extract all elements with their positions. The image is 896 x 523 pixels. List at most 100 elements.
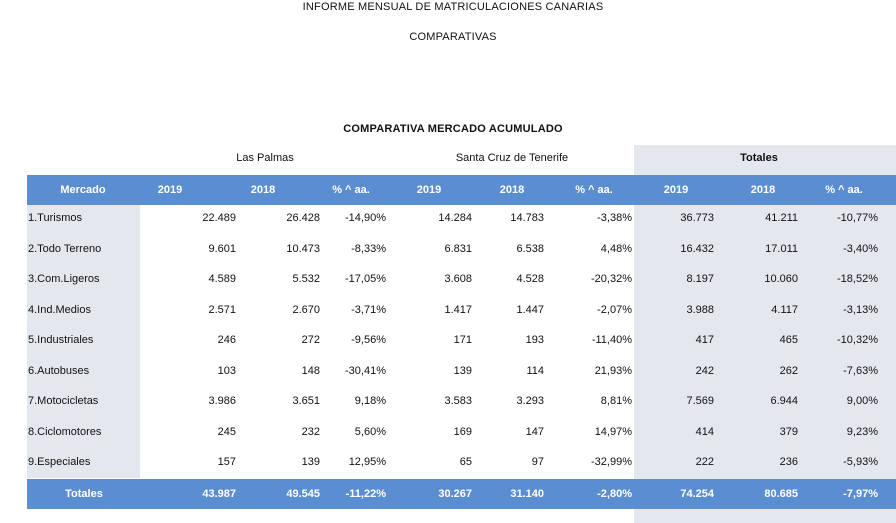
table-cell: 379 — [779, 425, 798, 438]
table-cell: 171 — [453, 334, 472, 346]
table-cell: 9.601 — [208, 242, 236, 255]
table-cell: 17.011 — [765, 242, 798, 255]
table-cell: 9,18% — [354, 395, 386, 407]
table-cell: -3,38% — [597, 212, 632, 224]
totals-cell: -7,97% — [843, 488, 878, 500]
table-cell: 5.532 — [292, 273, 320, 285]
table-cell: 246 — [217, 334, 236, 346]
market-name: 2.Todo Terreno — [28, 242, 102, 255]
table-cell: -3,40% — [843, 242, 878, 255]
table-cell: -3,13% — [843, 303, 878, 316]
table-cell: 139 — [453, 364, 472, 377]
column-header: 2018 — [499, 184, 525, 196]
table-cell: 245 — [217, 425, 236, 438]
group-santa-cruz: Santa Cruz de Tenerife — [455, 152, 569, 164]
table-cell: 10.473 — [286, 242, 320, 255]
report-subtitle: COMPARATIVAS — [409, 31, 497, 43]
table-cell: 236 — [779, 456, 798, 468]
row-background — [140, 327, 634, 356]
table-cell: 465 — [779, 334, 798, 346]
table-cell: 6.944 — [770, 395, 798, 407]
table-cell: 4,48% — [600, 242, 632, 255]
totals-cell: 43.987 — [202, 488, 236, 500]
table-cell: 3.988 — [686, 303, 714, 316]
table-cell: 1.417 — [444, 303, 472, 316]
table-cell: -11,40% — [591, 334, 632, 346]
table-cell: -30,41% — [345, 364, 386, 377]
table-cell: 193 — [525, 334, 544, 346]
header-band — [27, 175, 896, 205]
totals-cell: 30.267 — [438, 488, 472, 500]
column-header: % ^ aa. — [825, 184, 863, 196]
group-las-palmas: Las Palmas — [236, 152, 294, 164]
totals-band — [27, 479, 896, 509]
table-cell: 9,23% — [846, 425, 878, 438]
table-cell: 36.773 — [680, 212, 714, 224]
market-name: 9.Especiales — [28, 456, 91, 468]
report-title: INFORME MENSUAL DE MATRICULACIONES CANAR… — [302, 1, 604, 13]
market-name: 5.Industriales — [28, 334, 94, 346]
table-cell: 147 — [525, 425, 544, 438]
market-name: 3.Com.Ligeros — [28, 273, 100, 285]
column-header: % ^ aa. — [575, 184, 613, 196]
row-background — [140, 449, 634, 478]
market-name: 8.Ciclomotores — [28, 425, 102, 438]
table-cell: -14,90% — [345, 212, 386, 224]
column-header: 2019 — [416, 184, 442, 196]
table-cell: 2.571 — [208, 303, 236, 316]
table-cell: 14.284 — [438, 212, 472, 224]
table-cell: 14.783 — [510, 212, 544, 224]
table-cell: 4.589 — [208, 273, 236, 285]
column-header: Mercado — [60, 184, 106, 196]
table-cell: 9,00% — [846, 395, 878, 407]
table-cell: 1.447 — [516, 303, 544, 316]
totals-cell: -2,80% — [597, 488, 632, 500]
table-cell: 5,60% — [354, 425, 386, 438]
table-cell: 232 — [301, 425, 320, 438]
table-cell: 3.293 — [516, 395, 544, 407]
table-cell: 6.831 — [444, 242, 472, 255]
table-cell: 22.489 — [202, 212, 236, 224]
table-cell: -20,32% — [591, 273, 632, 285]
column-header: 2018 — [250, 184, 276, 196]
row-background — [140, 418, 634, 448]
market-name: 4.Ind.Medios — [28, 303, 91, 316]
table-cell: -10,32% — [837, 334, 878, 346]
totals-cell: -11,22% — [345, 488, 386, 500]
table-cell: -17,05% — [345, 273, 386, 285]
market-name: 7.Motocicletas — [28, 395, 99, 407]
table-cell: 242 — [695, 364, 714, 377]
row-background — [140, 266, 634, 295]
market-name: 1.Turismos — [28, 212, 82, 224]
table-cell: -10,77% — [837, 212, 878, 224]
totals-column-shade — [634, 145, 896, 523]
row-background — [140, 296, 634, 326]
table-cell: 139 — [301, 456, 320, 468]
totals-cell: 74.254 — [680, 488, 714, 500]
table-cell: 272 — [301, 334, 320, 346]
table-cell: 2.670 — [292, 303, 320, 316]
table-cell: 3.608 — [444, 273, 472, 285]
table-cell: 148 — [301, 364, 320, 377]
table-cell: 12,95% — [348, 456, 386, 468]
table-cell: 6.538 — [516, 242, 544, 255]
table-cell: 4.528 — [516, 273, 544, 285]
table-cell: -2,07% — [597, 303, 632, 316]
row-background — [140, 205, 634, 234]
table-cell: 3.651 — [292, 395, 320, 407]
table-cell: 16.432 — [680, 242, 714, 255]
row-background — [140, 388, 634, 417]
column-header: 2019 — [157, 184, 183, 196]
table-cell: 21,93% — [594, 364, 632, 377]
table-cell: 3.583 — [444, 395, 472, 407]
table-cell: 4.117 — [771, 303, 798, 316]
table-cell: 14,97% — [594, 425, 632, 438]
table-cell: 3.986 — [208, 395, 236, 407]
table-cell: 7.569 — [686, 395, 714, 407]
table-cell: 97 — [531, 456, 544, 468]
table-cell: -8,33% — [351, 242, 386, 255]
table-cell: 222 — [695, 456, 714, 468]
market-column-shade — [27, 205, 140, 478]
table-cell: 26.428 — [286, 212, 320, 224]
table-cell: -18,52% — [837, 273, 878, 285]
